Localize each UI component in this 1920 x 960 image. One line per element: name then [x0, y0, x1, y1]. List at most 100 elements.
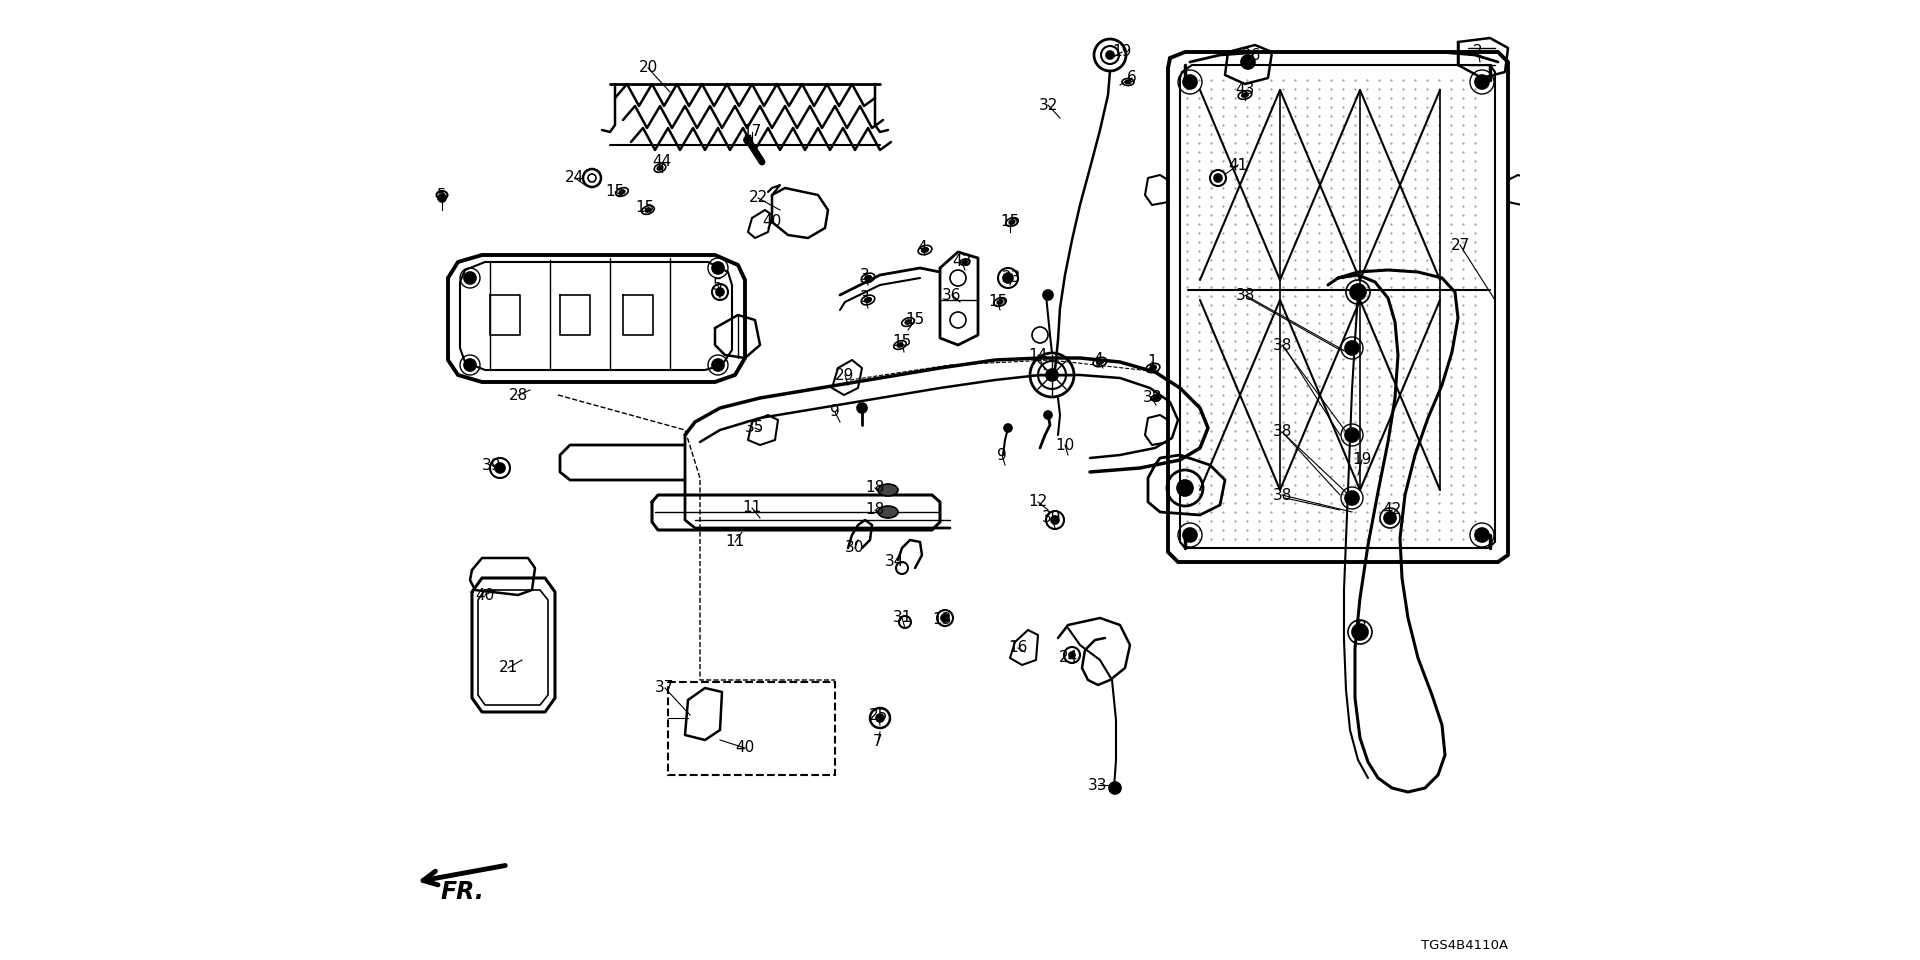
Text: 15: 15	[605, 184, 624, 200]
Ellipse shape	[922, 248, 929, 252]
Ellipse shape	[657, 166, 662, 170]
Ellipse shape	[877, 506, 899, 518]
Text: 10: 10	[1056, 438, 1075, 452]
Ellipse shape	[1150, 366, 1156, 371]
Ellipse shape	[897, 343, 902, 348]
Ellipse shape	[1096, 360, 1104, 365]
Text: 3: 3	[860, 291, 870, 305]
Text: 24: 24	[564, 171, 584, 185]
Text: 12: 12	[1029, 494, 1048, 510]
Text: 42: 42	[1382, 502, 1402, 517]
Text: 4: 4	[1092, 352, 1102, 368]
Text: 20: 20	[637, 60, 659, 76]
Text: 2: 2	[1473, 44, 1482, 60]
Text: 5: 5	[438, 187, 447, 203]
Circle shape	[1350, 284, 1365, 300]
Ellipse shape	[1125, 81, 1131, 84]
Circle shape	[856, 403, 868, 413]
Text: 40: 40	[476, 588, 495, 603]
Circle shape	[1002, 273, 1014, 283]
Circle shape	[1183, 75, 1196, 89]
Text: 40: 40	[735, 740, 755, 756]
Text: 13: 13	[933, 612, 952, 628]
Circle shape	[1106, 51, 1114, 59]
Text: 16: 16	[1008, 640, 1027, 656]
Text: 44: 44	[653, 155, 672, 170]
Text: 39: 39	[1043, 511, 1062, 525]
Text: 32: 32	[1039, 98, 1058, 112]
Text: 14: 14	[1029, 348, 1048, 363]
Ellipse shape	[864, 276, 872, 280]
Text: 34: 34	[885, 555, 904, 569]
Text: 25: 25	[868, 708, 887, 723]
Text: 31: 31	[893, 611, 912, 626]
Text: 11: 11	[726, 535, 745, 549]
Circle shape	[712, 262, 724, 274]
Text: 26: 26	[1242, 47, 1261, 62]
Ellipse shape	[996, 300, 1002, 304]
Text: 38: 38	[1235, 287, 1254, 302]
Text: 43: 43	[952, 254, 972, 270]
Circle shape	[1110, 782, 1121, 794]
Text: 38: 38	[1142, 391, 1162, 405]
Ellipse shape	[618, 190, 624, 194]
Text: 6: 6	[1127, 70, 1137, 85]
Ellipse shape	[904, 320, 910, 324]
Circle shape	[1475, 528, 1490, 542]
Ellipse shape	[1010, 220, 1016, 224]
Text: 15: 15	[906, 313, 925, 327]
Text: 37: 37	[655, 681, 674, 695]
Text: 7: 7	[874, 734, 883, 750]
Text: 1: 1	[1146, 354, 1158, 370]
Circle shape	[1050, 516, 1060, 524]
Text: 36: 36	[943, 287, 962, 302]
Text: 9: 9	[996, 447, 1006, 463]
Ellipse shape	[962, 260, 968, 264]
Circle shape	[1043, 290, 1052, 300]
Text: 4: 4	[918, 241, 927, 255]
Text: TGS4B4110A: TGS4B4110A	[1421, 939, 1507, 952]
Ellipse shape	[645, 208, 651, 212]
Circle shape	[1069, 652, 1075, 658]
Text: 15: 15	[989, 295, 1008, 309]
Circle shape	[1352, 624, 1369, 640]
Circle shape	[1177, 480, 1192, 496]
Circle shape	[1044, 411, 1052, 419]
Text: 19: 19	[1112, 44, 1131, 60]
Text: 5: 5	[712, 277, 722, 293]
Text: 11: 11	[743, 500, 762, 516]
Text: 40: 40	[762, 214, 781, 229]
Text: 30: 30	[845, 540, 864, 556]
Text: 41: 41	[1229, 157, 1248, 173]
Circle shape	[1384, 512, 1396, 524]
Text: 23: 23	[1002, 271, 1021, 285]
Circle shape	[495, 463, 505, 473]
Circle shape	[465, 272, 476, 284]
Circle shape	[1346, 341, 1359, 355]
Text: 33: 33	[1089, 778, 1108, 793]
Circle shape	[941, 614, 948, 622]
Text: 38: 38	[1273, 338, 1292, 352]
Circle shape	[1004, 424, 1012, 432]
Text: 15: 15	[893, 334, 912, 349]
Text: 15: 15	[1000, 214, 1020, 229]
Circle shape	[745, 136, 753, 144]
Ellipse shape	[877, 484, 899, 496]
Circle shape	[465, 359, 476, 371]
Text: 29: 29	[835, 368, 854, 382]
Text: 28: 28	[509, 388, 528, 402]
Text: 38: 38	[1273, 488, 1292, 502]
Circle shape	[1475, 75, 1490, 89]
Text: 18: 18	[866, 481, 885, 495]
Ellipse shape	[1154, 396, 1158, 399]
Text: 43: 43	[1235, 83, 1254, 98]
Text: 38: 38	[1273, 424, 1292, 440]
Circle shape	[876, 714, 883, 722]
Text: 17: 17	[743, 125, 762, 139]
Ellipse shape	[1242, 93, 1248, 97]
Text: 24: 24	[1058, 651, 1077, 665]
Circle shape	[712, 359, 724, 371]
Circle shape	[1346, 428, 1359, 442]
Circle shape	[1346, 491, 1359, 505]
Text: 18: 18	[866, 502, 885, 517]
